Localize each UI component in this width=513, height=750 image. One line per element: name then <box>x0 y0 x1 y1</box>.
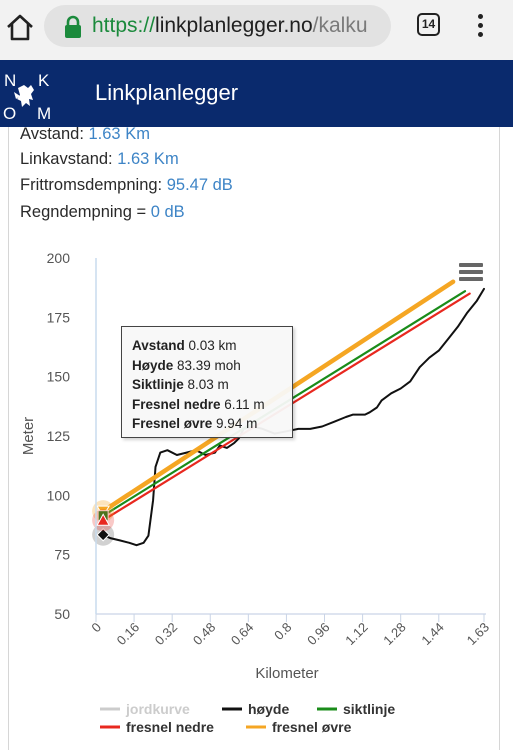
x-tick-label: 0.32 <box>152 620 181 649</box>
y-tick-label: 100 <box>47 487 71 503</box>
info-frittromsdempning: Frittromsdempning: 95.47 dB <box>20 175 233 195</box>
fresnel-nedre-marker <box>96 513 110 526</box>
legend-label: fresnel øvre <box>272 719 352 735</box>
y-tick-label: 200 <box>47 250 71 266</box>
regn-label: Regndempning = <box>20 203 151 221</box>
regn-value: 0 dB <box>150 203 185 221</box>
home-icon[interactable] <box>4 12 36 44</box>
app-header: N K O M Linkplanlegger <box>0 60 513 127</box>
tooltip-fresnel-nedre: Fresnel nedre 6.11 m <box>132 395 292 415</box>
legend-label: fresnel nedre <box>126 719 214 735</box>
tooltip-hoyde-label: Høyde <box>132 357 174 373</box>
frittrom-label: Frittromsdempning: <box>20 176 167 194</box>
url-path: /kalku <box>312 14 368 37</box>
y-tick-label: 175 <box>47 309 71 325</box>
logo-letter-k: K <box>38 71 50 90</box>
legend-label: jordkurve <box>125 701 190 717</box>
legend-label: høyde <box>248 701 289 717</box>
url-field[interactable]: https://linkplanlegger.no/kalku <box>44 5 391 47</box>
x-tick-label: 1.12 <box>342 620 371 649</box>
url-text: https://linkplanlegger.no/kalku <box>92 13 368 39</box>
x-tick-label: 0.8 <box>271 620 294 643</box>
y-tick-label: 150 <box>47 369 71 385</box>
tooltip-siktlinje-label: Siktlinje <box>132 377 184 392</box>
legend-item-fresnel-nedre[interactable]: fresnel nedre <box>100 719 214 735</box>
hoyde-marker <box>96 528 110 542</box>
tooltip-hoyde: Høyde 83.39 moh <box>132 356 292 376</box>
nkom-logo[interactable]: N K O M <box>0 66 60 122</box>
x-axis-title: Kilometer <box>255 665 318 682</box>
tooltip-fresnel-ovre-value: 9.94 m <box>212 416 258 431</box>
content-card: Avstand: 1.63 Km Linkavstand: 1.63 Km Fr… <box>8 127 500 750</box>
y-tick-label: 75 <box>54 547 70 563</box>
logo-letter-o: O <box>3 104 16 122</box>
tooltip-hoyde-value: 83.39 moh <box>173 357 241 373</box>
info-linkavstand: Linkavstand: 1.63 Km <box>20 149 179 169</box>
x-tick-label: 0.16 <box>114 620 143 649</box>
tooltip-siktlinje-value: 8.03 m <box>183 377 229 392</box>
y-tick-label: 125 <box>47 428 71 444</box>
x-tick-label: 1.28 <box>380 620 409 649</box>
x-tick-label: 0.48 <box>190 620 219 649</box>
chart-menu-icon[interactable] <box>459 263 483 283</box>
logo-letter-n: N <box>4 71 16 90</box>
frittrom-value: 95.47 dB <box>166 176 233 194</box>
lock-icon <box>65 15 81 38</box>
tooltip-avstand-label: Avstand <box>132 338 185 353</box>
x-tick-label: 1.63 <box>464 620 493 649</box>
app-title: Linkplanlegger <box>95 80 239 105</box>
legend-label: siktlinje <box>343 701 395 717</box>
info-regndempning: Regndempning = 0 dB <box>20 202 185 222</box>
x-tick-label: 0.96 <box>304 620 333 649</box>
logo-letter-m: M <box>37 104 51 122</box>
x-tick-label: 0.64 <box>228 620 257 649</box>
tooltip-fresnel-ovre-label: Fresnel øvre <box>132 416 213 431</box>
logo-lion-emblem <box>14 85 34 107</box>
legend-item-hoyde[interactable]: høyde <box>222 701 289 717</box>
legend-item-fresnel-ovre[interactable]: fresnel øvre <box>246 719 352 735</box>
tooltip-fresnel-nedre-label: Fresnel nedre <box>132 396 221 412</box>
linkavstand-value: 1.63 Km <box>117 150 179 168</box>
avstand-value: 1.63 Km <box>88 127 150 143</box>
browser-address-bar: https://linkplanlegger.no/kalku 14 <box>0 0 513 60</box>
url-host: linkplanlegger.no <box>155 14 313 37</box>
linkavstand-label: Linkavstand: <box>20 150 118 168</box>
y-tick-label: 50 <box>54 606 70 622</box>
tooltip-fresnel-nedre-value: 6.11 m <box>220 396 265 412</box>
chart-tooltip: Avstand 0.03 km Høyde 83.39 moh Siktlinj… <box>121 326 293 438</box>
tooltip-fresnel-ovre: Fresnel øvre 9.94 m <box>132 414 292 434</box>
tooltip-avstand-value: 0.03 km <box>184 338 237 353</box>
tooltip-avstand: Avstand 0.03 km <box>132 336 292 356</box>
avstand-label: Avstand: <box>20 127 89 143</box>
y-axis-title: Meter <box>20 417 37 455</box>
tab-switcher-button[interactable]: 14 <box>417 13 440 36</box>
tooltip-siktlinje: Siktlinje 8.03 m <box>132 375 292 395</box>
browser-menu-icon[interactable] <box>470 11 490 41</box>
url-scheme: https:// <box>92 14 156 37</box>
legend-item-siktlinje[interactable]: siktlinje <box>317 701 395 717</box>
legend-item-jordkurve[interactable]: jordkurve <box>100 701 190 717</box>
info-avstand: Avstand: 1.63 Km <box>20 127 150 144</box>
x-tick-label: 1.44 <box>418 620 447 649</box>
